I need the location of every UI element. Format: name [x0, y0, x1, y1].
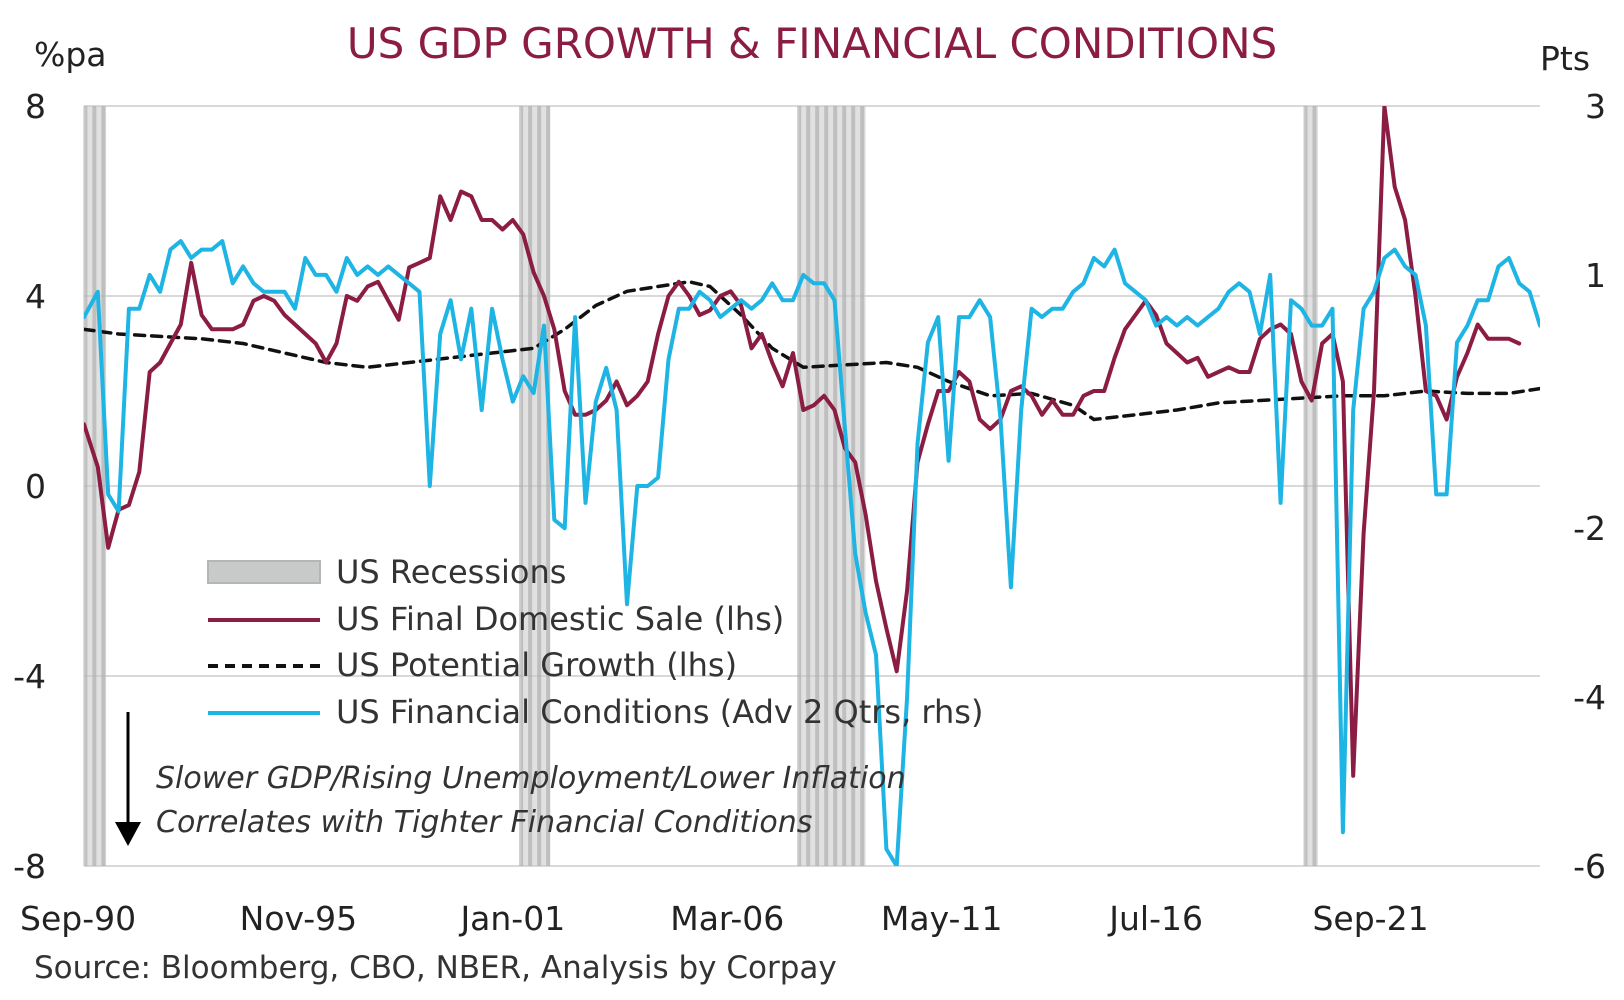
right-axis-unit: Pts [1540, 39, 1590, 78]
x-tick-label-4: May-11 [881, 899, 1003, 938]
x-axis-ticks: Sep-90 Nov-95 Jan-01 Mar-06 May-11 Jul-16 Sep-… [20, 899, 1429, 938]
chart-title: US GDP GROWTH & FINANCIAL CONDITIONS [347, 19, 1277, 68]
x-tick-label-6: Sep-21 [1312, 899, 1428, 938]
right-tick-label-3: -4 [1573, 678, 1606, 717]
legend-label-recessions: US Recessions [336, 553, 566, 591]
x-tick-label-1: Nov-95 [240, 899, 357, 938]
legend-label-potential-growth: US Potential Growth (lhs) [336, 646, 737, 684]
down-arrow-icon [115, 822, 141, 846]
x-tick-label-3: Mar-06 [670, 899, 784, 938]
left-tick-label-0: 8 [25, 87, 46, 126]
source-note: Source: Bloomberg, CBO, NBER, Analysis b… [34, 950, 837, 986]
right-tick-label-4: -6 [1573, 847, 1606, 886]
series-line-3 [84, 239, 1540, 866]
legend: US Recessions US Final Domestic Sale (lh… [207, 553, 983, 731]
left-tick-label-4: -8 [13, 847, 46, 886]
x-tick-label-5: Jul-16 [1107, 899, 1203, 938]
right-tick-label-2: -2 [1573, 509, 1606, 548]
legend-label-final-domestic-sale: US Final Domestic Sale (lhs) [336, 600, 784, 638]
left-tick-label-1: 4 [25, 277, 46, 316]
series-line-1 [84, 106, 1522, 778]
annotation-line-1: Slower GDP/Rising Unemployment/Lower Inf… [156, 761, 906, 796]
legend-label-financial-conditions: US Financial Conditions (Adv 2 Qtrs, rhs… [336, 693, 983, 731]
left-tick-label-3: -4 [13, 657, 46, 696]
left-tick-label-2: 0 [25, 467, 46, 506]
recession-bands [83, 106, 1318, 866]
series-line-2 [84, 280, 1540, 422]
right-tick-label-1: 1 [1585, 256, 1606, 295]
annotation: Slower GDP/Rising Unemployment/Lower Inf… [115, 712, 906, 846]
right-tick-label-0: 3 [1585, 87, 1606, 126]
x-tick-label-2: Jan-01 [458, 899, 565, 938]
annotation-line-2: Correlates with Tighter Financial Condit… [156, 805, 812, 840]
series-lines [84, 106, 1540, 866]
recession-band-1 [521, 106, 551, 866]
right-axis-ticks: 3 1 -2 -4 -6 [1573, 87, 1606, 886]
legend-swatch-recessions [207, 560, 321, 584]
left-axis-unit: %pa [34, 35, 107, 74]
x-tick-label-0: Sep-90 [20, 899, 136, 938]
left-axis-ticks: 8 4 0 -4 -8 [13, 87, 46, 886]
